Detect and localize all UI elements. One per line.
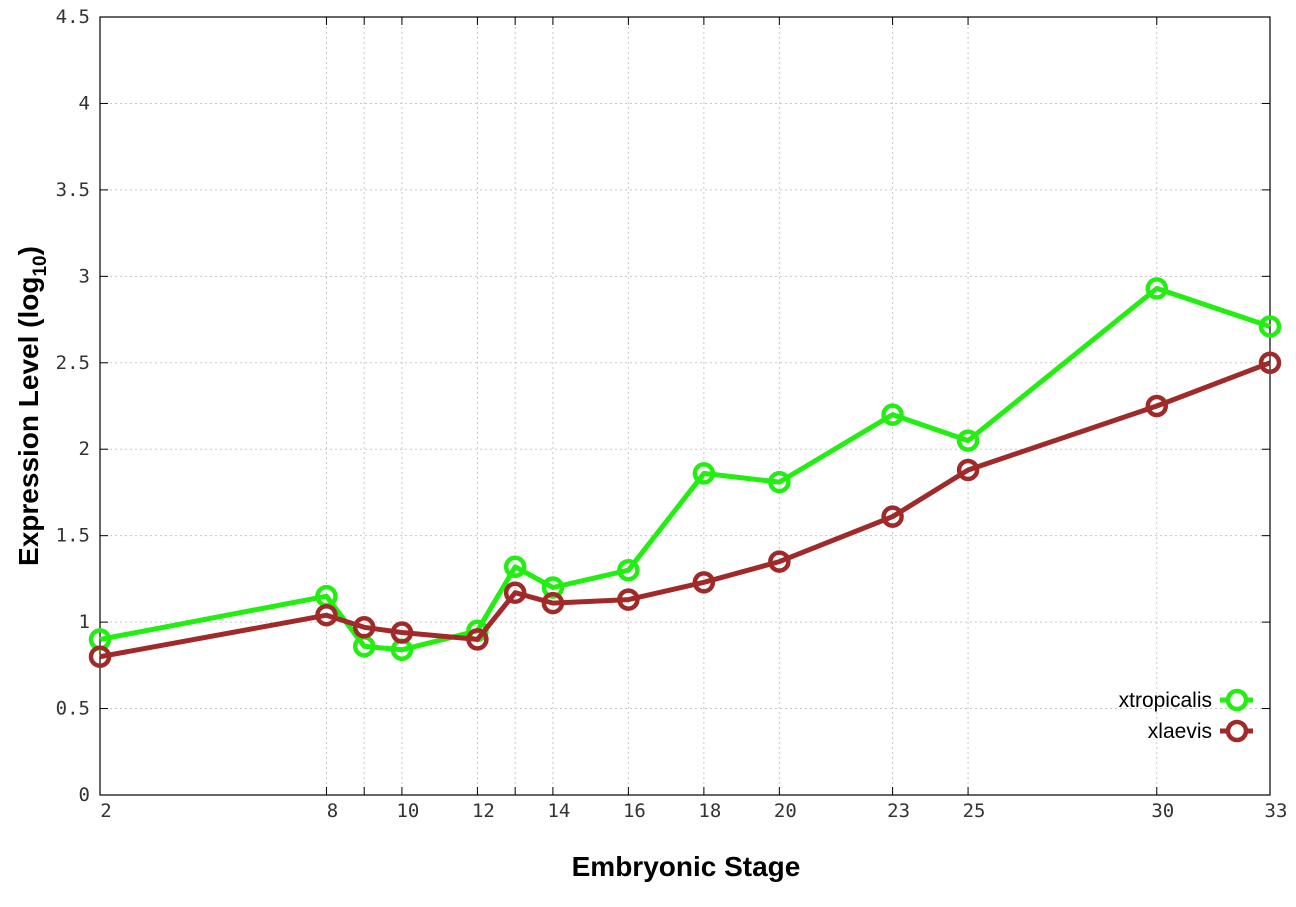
legend-marker-xlaevis: [1225, 719, 1249, 743]
y-axis-title-end: ): [13, 246, 44, 255]
series-xlaevis: [88, 351, 1282, 668]
data-point-xlaevis: [768, 550, 791, 573]
y-tick-label: 1: [79, 611, 90, 633]
data-point-xtropicalis: [503, 555, 527, 579]
x-tick-label: 10: [396, 800, 419, 822]
x-tick-label: 14: [547, 800, 570, 822]
data-point-xtropicalis: [956, 429, 980, 452]
x-tick-label: 2: [100, 800, 111, 822]
x-tick-label: 25: [963, 800, 986, 822]
y-tick-label: 0: [79, 784, 90, 806]
x-tick-label: 8: [327, 800, 338, 822]
data-point-xlaevis: [466, 628, 489, 651]
data-point-xlaevis: [692, 571, 716, 594]
y-tick-label: 1.5: [56, 525, 90, 547]
y-tick-label: 2: [79, 438, 90, 460]
grid: [100, 17, 1270, 795]
y-axis-title: Expression Level (log10): [13, 246, 51, 566]
data-point-xlaevis: [541, 591, 565, 615]
series-line-xlaevis: [99, 360, 1271, 660]
plot-frame: [99, 16, 1271, 796]
data-point-xtropicalis: [1258, 315, 1282, 338]
data-point-xlaevis: [390, 621, 414, 644]
series-line-xtropicalis: [99, 285, 1271, 653]
legend-label-xtropicalis: xtropicalis: [1119, 689, 1212, 712]
legend-marker-xtropicalis: [1225, 688, 1249, 712]
x-tick-label: 30: [1151, 800, 1174, 822]
data-point-xlaevis: [315, 603, 338, 627]
y-tick-label: 4: [79, 92, 90, 114]
data-point-xtropicalis: [617, 558, 640, 582]
data-point-xtropicalis: [1145, 277, 1169, 300]
series-group: [88, 277, 1282, 668]
y-axis-title-subscript: 10: [30, 255, 51, 276]
x-axis-ticks: 2 8 10 12 14 16 18 20 23 25 30 33: [99, 17, 1288, 822]
data-point-xlaevis: [503, 581, 527, 604]
x-tick-label: 18: [698, 800, 721, 822]
x-tick-label: 20: [774, 800, 797, 822]
y-tick-label: 3.5: [56, 179, 90, 201]
x-axis-title: Embryonic Stage: [572, 851, 801, 882]
data-point-xlaevis: [352, 616, 376, 639]
series-xtropicalis: [88, 277, 1282, 662]
data-point-xtropicalis: [768, 470, 791, 494]
data-point-xlaevis: [1258, 351, 1282, 375]
y-tick-label: 3: [79, 265, 90, 287]
x-tick-label: 33: [1265, 800, 1288, 822]
data-point-xtropicalis: [692, 462, 716, 485]
data-point-xlaevis: [617, 588, 640, 611]
x-tick-label: 16: [623, 800, 646, 822]
x-tick-label: 23: [887, 800, 910, 822]
data-point-xlaevis: [88, 645, 112, 668]
y-tick-label: 0.5: [56, 698, 90, 720]
data-point-xlaevis: [881, 505, 904, 528]
data-point-xtropicalis: [541, 576, 565, 599]
y-axis-ticks: 0 0.5 1 1.5 2 2.5 3 3.5 4 4.5: [56, 6, 1270, 806]
y-tick-label: 4.5: [56, 6, 90, 28]
data-point-xlaevis: [1145, 394, 1169, 418]
data-point-xtropicalis: [881, 403, 904, 426]
legend-label-xlaevis: xlaevis: [1148, 720, 1212, 743]
x-tick-label: 12: [472, 800, 495, 822]
y-tick-label: 2.5: [56, 352, 90, 374]
legend: xtropicalis xlaevis: [1119, 688, 1253, 743]
y-axis-title-main: Expression Level (log: [13, 277, 44, 566]
data-point-xlaevis: [956, 458, 980, 482]
